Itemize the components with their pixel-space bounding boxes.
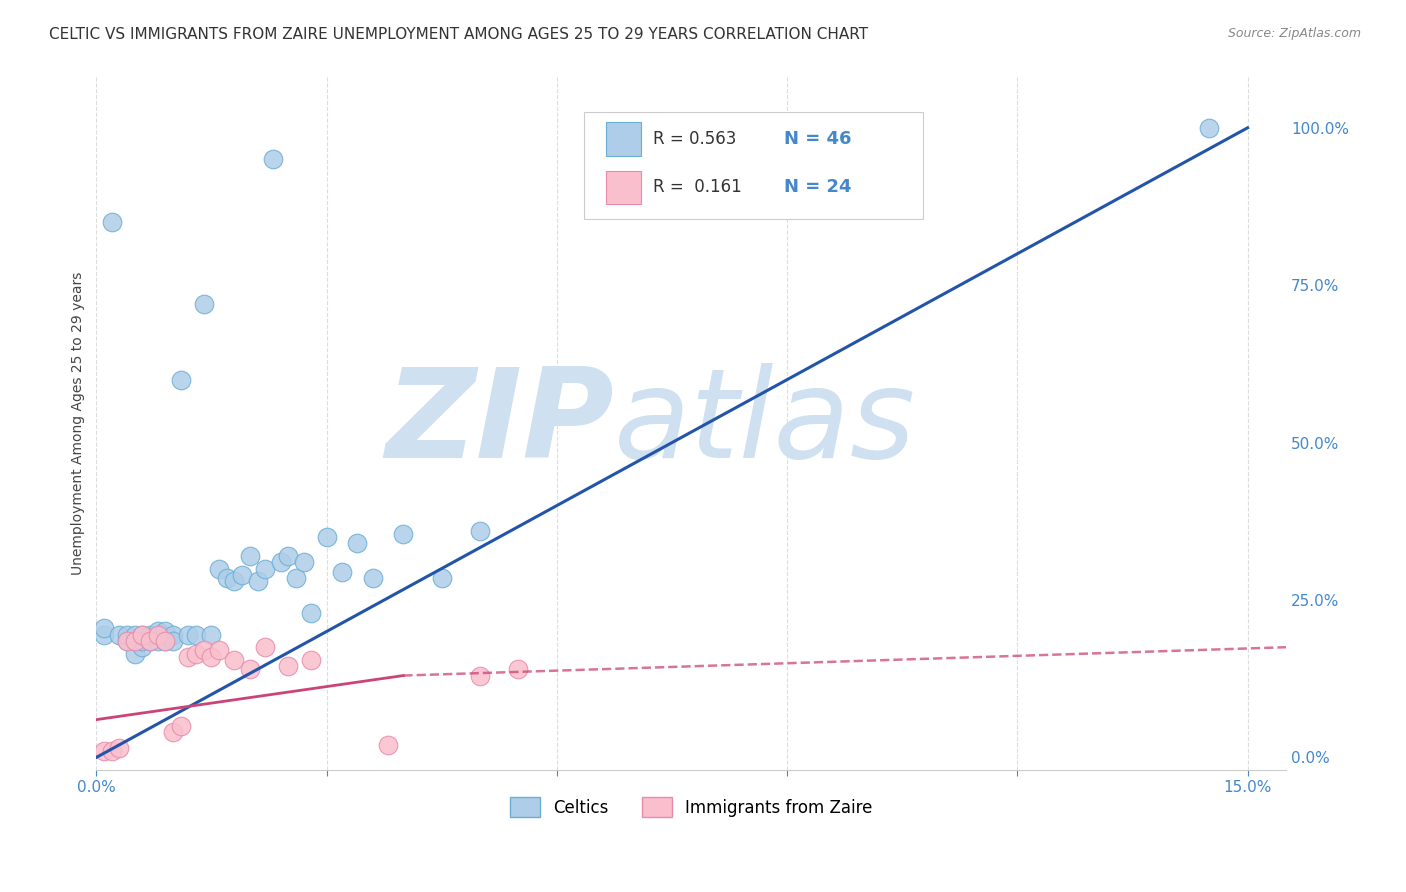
Point <box>224 574 246 588</box>
Point <box>146 634 169 648</box>
Point <box>155 634 177 648</box>
Point <box>508 662 530 676</box>
Point <box>146 624 169 639</box>
Point <box>131 627 153 641</box>
Point <box>277 549 299 563</box>
Point <box>200 649 222 664</box>
Point <box>315 530 337 544</box>
Point <box>208 643 231 657</box>
Point <box>239 549 262 563</box>
Point <box>155 624 177 639</box>
Point <box>93 627 115 641</box>
Point <box>184 647 207 661</box>
FancyBboxPatch shape <box>583 112 924 219</box>
Point <box>284 571 307 585</box>
Point <box>162 627 184 641</box>
Point <box>346 536 368 550</box>
Point <box>468 524 491 538</box>
Point <box>162 634 184 648</box>
Point <box>254 561 277 575</box>
Point <box>115 634 138 648</box>
Point <box>100 744 122 758</box>
Point <box>1198 120 1220 135</box>
Text: R =  0.161: R = 0.161 <box>654 178 742 196</box>
Point <box>93 744 115 758</box>
Point <box>115 634 138 648</box>
Point <box>270 555 292 569</box>
Point <box>139 627 162 641</box>
Point <box>292 555 315 569</box>
Point <box>239 662 262 676</box>
Text: Source: ZipAtlas.com: Source: ZipAtlas.com <box>1227 27 1361 40</box>
Point <box>108 627 131 641</box>
Point <box>468 668 491 682</box>
Text: CELTIC VS IMMIGRANTS FROM ZAIRE UNEMPLOYMENT AMONG AGES 25 TO 29 YEARS CORRELATI: CELTIC VS IMMIGRANTS FROM ZAIRE UNEMPLOY… <box>49 27 869 42</box>
Point <box>124 627 146 641</box>
Point <box>299 606 322 620</box>
Text: atlas: atlas <box>614 363 915 484</box>
Point <box>162 725 184 739</box>
Point <box>177 649 200 664</box>
Point <box>377 738 399 752</box>
Point <box>108 741 131 756</box>
Text: N = 24: N = 24 <box>785 178 852 196</box>
Point <box>139 634 162 648</box>
Point <box>115 627 138 641</box>
Point <box>200 627 222 641</box>
Point <box>208 561 231 575</box>
Point <box>177 627 200 641</box>
Text: ZIP: ZIP <box>385 363 614 484</box>
Point <box>93 621 115 635</box>
Point <box>330 565 353 579</box>
Point <box>131 627 153 641</box>
FancyBboxPatch shape <box>606 170 641 204</box>
Text: R = 0.563: R = 0.563 <box>654 130 737 148</box>
Point <box>146 627 169 641</box>
Point <box>100 215 122 229</box>
Text: N = 46: N = 46 <box>785 130 852 148</box>
Point <box>246 574 269 588</box>
Point <box>193 297 215 311</box>
Point <box>131 640 153 655</box>
FancyBboxPatch shape <box>606 122 641 156</box>
Point <box>224 653 246 667</box>
Point <box>231 567 253 582</box>
Point <box>170 373 193 387</box>
Point <box>299 653 322 667</box>
Point <box>184 627 207 641</box>
Point <box>262 153 284 167</box>
Y-axis label: Unemployment Among Ages 25 to 29 years: Unemployment Among Ages 25 to 29 years <box>72 272 86 575</box>
Point <box>193 643 215 657</box>
Point <box>124 647 146 661</box>
Point <box>124 634 146 648</box>
Point <box>124 634 146 648</box>
Point <box>131 634 153 648</box>
Point <box>215 571 238 585</box>
Point <box>139 634 162 648</box>
Point <box>170 719 193 733</box>
Point <box>361 571 384 585</box>
Point <box>392 527 415 541</box>
Point <box>430 571 453 585</box>
Legend: Celtics, Immigrants from Zaire: Celtics, Immigrants from Zaire <box>503 790 879 824</box>
Point <box>254 640 277 655</box>
Point <box>155 634 177 648</box>
Point <box>277 659 299 673</box>
